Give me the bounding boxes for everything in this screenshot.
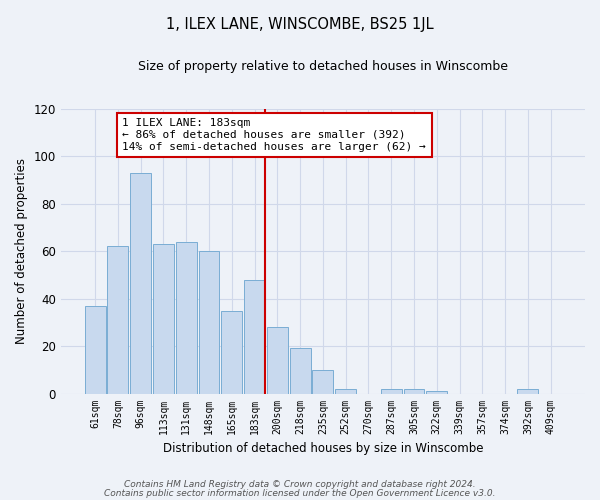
Bar	[267, 327, 288, 394]
Bar	[335, 389, 356, 394]
Bar	[221, 310, 242, 394]
Bar	[199, 251, 220, 394]
Bar	[313, 370, 334, 394]
X-axis label: Distribution of detached houses by size in Winscombe: Distribution of detached houses by size …	[163, 442, 483, 455]
Bar	[153, 244, 174, 394]
Bar	[290, 348, 311, 394]
Bar	[517, 389, 538, 394]
Bar	[381, 389, 402, 394]
Text: 1 ILEX LANE: 183sqm
← 86% of detached houses are smaller (392)
14% of semi-detac: 1 ILEX LANE: 183sqm ← 86% of detached ho…	[122, 118, 426, 152]
Bar	[130, 173, 151, 394]
Bar	[107, 246, 128, 394]
Bar	[404, 389, 424, 394]
Bar	[85, 306, 106, 394]
Text: Contains HM Land Registry data © Crown copyright and database right 2024.: Contains HM Land Registry data © Crown c…	[124, 480, 476, 489]
Text: Contains public sector information licensed under the Open Government Licence v3: Contains public sector information licen…	[104, 488, 496, 498]
Text: 1, ILEX LANE, WINSCOMBE, BS25 1JL: 1, ILEX LANE, WINSCOMBE, BS25 1JL	[166, 18, 434, 32]
Title: Size of property relative to detached houses in Winscombe: Size of property relative to detached ho…	[138, 60, 508, 73]
Bar	[176, 242, 197, 394]
Bar	[244, 280, 265, 394]
Bar	[427, 391, 447, 394]
Y-axis label: Number of detached properties: Number of detached properties	[15, 158, 28, 344]
